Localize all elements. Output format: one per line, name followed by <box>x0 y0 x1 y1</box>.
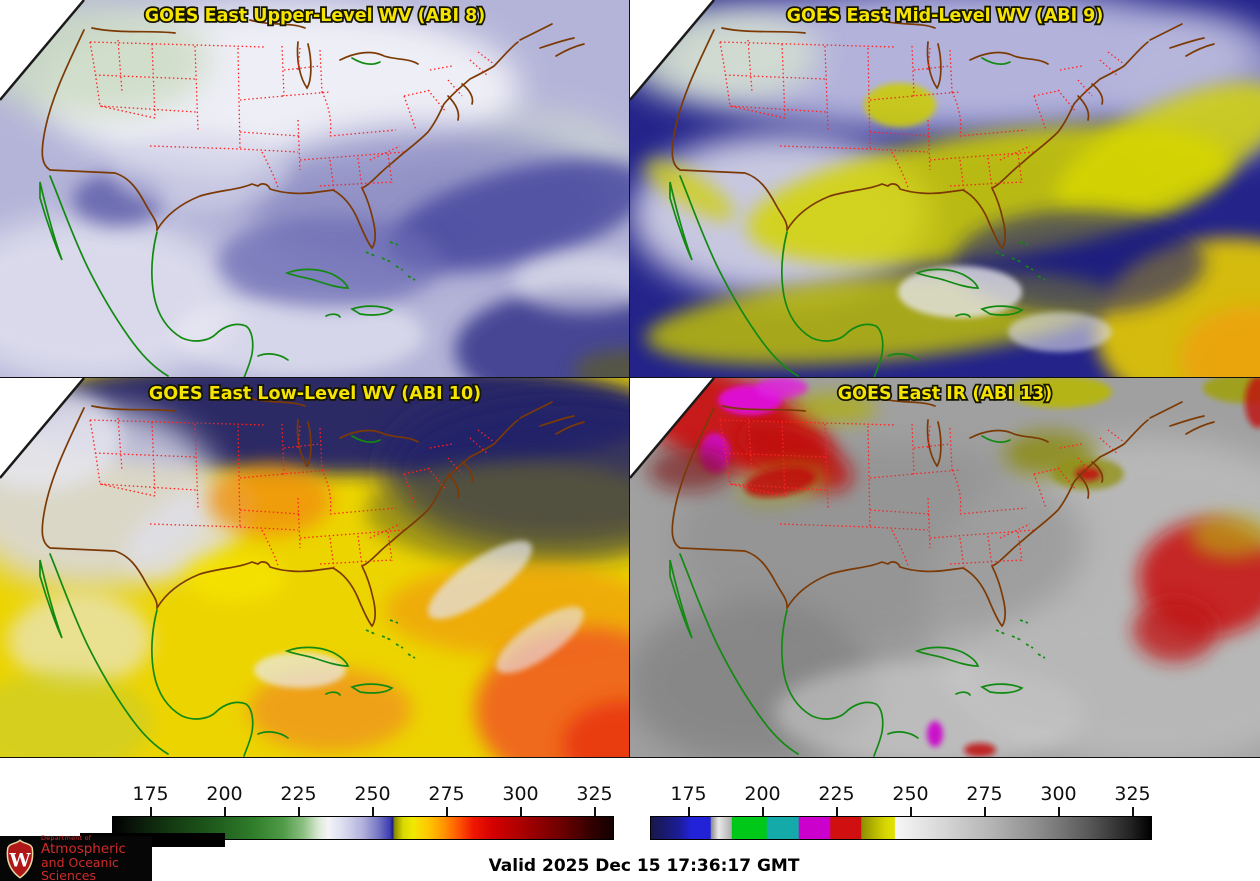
panel-title-abi13: GOES East IR (ABI 13) <box>838 384 1052 404</box>
tick-label: 225 <box>818 783 855 805</box>
colorbar-ir: 175 200 225 250 275 300 325 <box>650 783 1152 843</box>
colorbar-gradient-ir <box>650 816 1152 840</box>
tick-label: 200 <box>744 783 781 805</box>
abi9-image: GOES East Mid-Level WV (ABI 9) <box>630 0 1260 378</box>
logo-dept-line: Department of <box>41 833 92 842</box>
tick-label: 275 <box>428 783 465 805</box>
logo-text: Department of Atmospheric and Oceanic Sc… <box>41 835 152 881</box>
uw-crest-icon: W <box>6 838 34 879</box>
tick-label: 200 <box>206 783 243 805</box>
abi8-image: GOES East Upper-Level WV (ABI 8) <box>0 0 630 378</box>
tick-label: 300 <box>1040 783 1077 805</box>
panel-title-abi9: GOES East Mid-Level WV (ABI 9) <box>787 6 1104 26</box>
aos-logo: W Department of Atmospheric and Oceanic … <box>0 835 152 881</box>
panel-abi10: GOES East Low-Level WV (ABI 10) <box>0 377 631 758</box>
abi9-field <box>630 0 1260 378</box>
crest-letter: W <box>8 849 31 871</box>
tick-label: 300 <box>502 783 539 805</box>
abi10-field <box>0 378 630 757</box>
panel-abi9: GOES East Mid-Level WV (ABI 9) <box>629 0 1260 379</box>
panel-abi8: GOES East Upper-Level WV (ABI 8) <box>0 0 631 379</box>
valid-timestamp: Valid 2025 Dec 15 17:36:17 GMT <box>488 856 800 876</box>
abi13-image: GOES East IR (ABI 13) <box>630 378 1260 757</box>
abi10-image: GOES East Low-Level WV (ABI 10) <box>0 378 630 757</box>
tick-label: 225 <box>280 783 317 805</box>
panel-abi13: GOES East IR (ABI 13) <box>629 377 1260 758</box>
tick-label: 250 <box>354 783 391 805</box>
tick-label: 325 <box>1114 783 1151 805</box>
panel-title-abi10: GOES East Low-Level WV (ABI 10) <box>149 384 481 404</box>
tick-label: 250 <box>892 783 929 805</box>
panel-title-abi8: GOES East Upper-Level WV (ABI 8) <box>145 6 486 26</box>
colorbar-water-vapor: 175 200 225 250 275 300 325 <box>112 783 614 843</box>
tick-label: 175 <box>132 783 169 805</box>
logo-name-line1: Atmospheric <box>41 840 126 857</box>
logo-name-line2: and Oceanic Sciences <box>41 854 119 881</box>
tick-label: 325 <box>576 783 613 805</box>
tick-label: 175 <box>670 783 707 805</box>
tick-label: 275 <box>966 783 1003 805</box>
